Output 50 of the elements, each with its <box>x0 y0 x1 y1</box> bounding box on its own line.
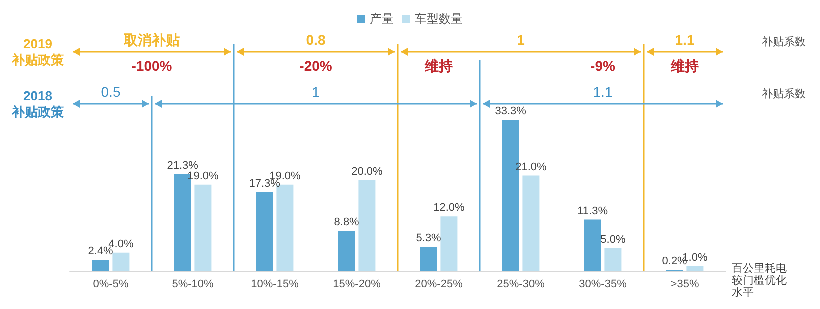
text: -9% <box>590 58 616 74</box>
data-label: 8.8% <box>334 216 360 229</box>
bar <box>358 180 376 271</box>
data-label: 17.3% <box>249 178 281 190</box>
data-label: 21.3% <box>167 160 199 172</box>
text: 2018 <box>24 88 52 104</box>
x-tick-label: 15%-20% <box>333 278 382 290</box>
bar <box>194 184 212 271</box>
text: 1 <box>312 84 320 100</box>
x-tick-label: 25%-30% <box>497 278 546 290</box>
bar <box>256 192 274 271</box>
x-tick-label: 20%-25% <box>415 278 464 290</box>
text: 1.1 <box>675 32 695 48</box>
bar <box>420 246 438 271</box>
data-label: 5.3% <box>416 232 442 244</box>
bar <box>522 176 540 271</box>
text: 1.1 <box>593 84 613 100</box>
text: 0.5 <box>101 84 121 100</box>
text: 1 <box>517 32 526 48</box>
x-tick-label: 5%-10% <box>172 278 214 290</box>
data-label: 20.0% <box>352 166 384 178</box>
text: 维持 <box>670 58 699 74</box>
bar <box>92 260 110 271</box>
x-tick-label: 30%-35% <box>579 278 628 290</box>
data-label: 33.3% <box>495 106 527 118</box>
text: 维持 <box>424 58 453 74</box>
text: -100% <box>132 58 173 74</box>
x-tick-label: 0%-5% <box>93 278 129 290</box>
text: 0.8 <box>306 32 326 48</box>
bar <box>338 231 356 271</box>
x-tick-label: >35% <box>670 278 700 290</box>
data-label: 11.3% <box>578 205 608 218</box>
text: 补贴系数 <box>762 88 806 100</box>
text: 补贴政策 <box>11 52 65 68</box>
text: -20% <box>300 58 333 74</box>
data-label: 12.0% <box>434 202 466 214</box>
bar <box>440 216 458 271</box>
x-axis-title: 百公里耗电较门槛优化水平 <box>732 262 787 299</box>
text: 补贴系数 <box>762 36 806 48</box>
bar <box>686 266 704 271</box>
text: 取消补贴 <box>123 32 180 48</box>
bar <box>112 252 130 271</box>
legend-label: 产量 <box>370 12 394 26</box>
bar <box>584 220 602 271</box>
bar <box>604 248 622 271</box>
legend-label: 车型数量 <box>415 12 463 26</box>
data-label: 5.0% <box>600 234 626 246</box>
text: 2019 <box>24 36 52 52</box>
x-tick-label: 10%-15% <box>251 278 300 290</box>
text: 补贴政策 <box>11 104 65 120</box>
